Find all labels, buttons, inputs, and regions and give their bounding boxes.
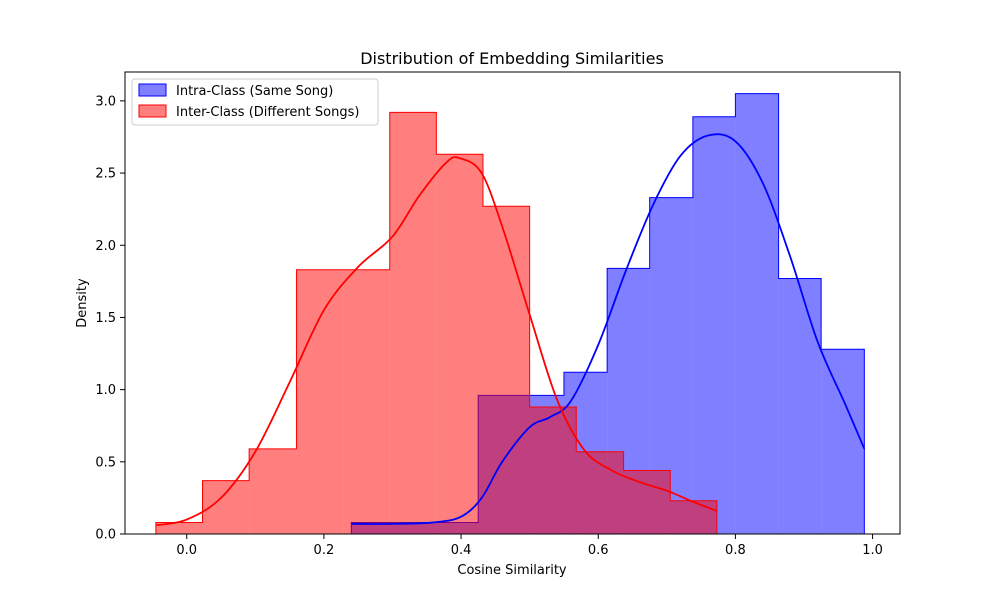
- histogram-bar: [389, 112, 437, 535]
- legend-box: [131, 78, 379, 126]
- histogram-bar: [576, 451, 624, 534]
- histogram-bar: [249, 448, 297, 534]
- legend: Intra-Class (Same Song) Inter-Class (Dif…: [131, 78, 379, 126]
- legend-swatch-inter: [138, 104, 167, 118]
- histogram-bar: [529, 406, 577, 534]
- y-axis-title: Density: [75, 278, 90, 328]
- x-tick-label: 0.4: [451, 543, 472, 558]
- y-tick-label: 1.0: [95, 383, 116, 398]
- x-tick-label: 0.8: [725, 543, 746, 558]
- histogram-bar: [343, 269, 390, 534]
- x-tick-label: 0.2: [314, 543, 335, 558]
- axes-frame: [124, 71, 901, 535]
- histogram-bar: [155, 522, 203, 534]
- histogram-bar: [623, 470, 671, 534]
- histogram-bar: [296, 269, 344, 534]
- kde-curve-0: [351, 133, 866, 525]
- y-tick-label: 0.0: [95, 528, 116, 543]
- y-tick-label: 2.5: [95, 167, 116, 182]
- histogram-series-1: [155, 111, 718, 535]
- histogram-bar: [778, 278, 822, 534]
- y-tick-label: 2.0: [95, 239, 116, 254]
- histogram-bar: [692, 116, 736, 534]
- x-tick-label: 0.0: [176, 543, 197, 558]
- histogram-bar: [670, 500, 717, 534]
- x-axis-title: Cosine Similarity: [457, 563, 567, 578]
- x-tick-label: 0.6: [588, 543, 609, 558]
- legend-swatch-intra: [138, 83, 167, 97]
- y-tick-label: 0.5: [95, 455, 116, 470]
- y-tick-label: 3.0: [95, 94, 116, 109]
- histogram-bar: [735, 93, 779, 534]
- legend-label-intra: Intra-Class (Same Song): [176, 84, 333, 99]
- histogram-bar: [436, 154, 484, 534]
- legend-label-inter: Inter-Class (Different Songs): [176, 105, 359, 120]
- histogram-bar: [483, 206, 530, 535]
- x-tick-label: 1.0: [862, 543, 883, 558]
- histogram-outline: [155, 111, 718, 534]
- histogram-bar: [821, 349, 865, 534]
- plot-area: [155, 93, 866, 535]
- axis-ticks: 0.0 0.2 0.4 0.6 0.8 1.0 0.0 0.5 1.0 1.5 2.0 2.5 3.0: [95, 94, 883, 558]
- kde-curve-1: [155, 156, 718, 527]
- y-tick-label: 1.5: [95, 311, 116, 326]
- chart-title: Distribution of Embedding Similarities: [360, 49, 664, 68]
